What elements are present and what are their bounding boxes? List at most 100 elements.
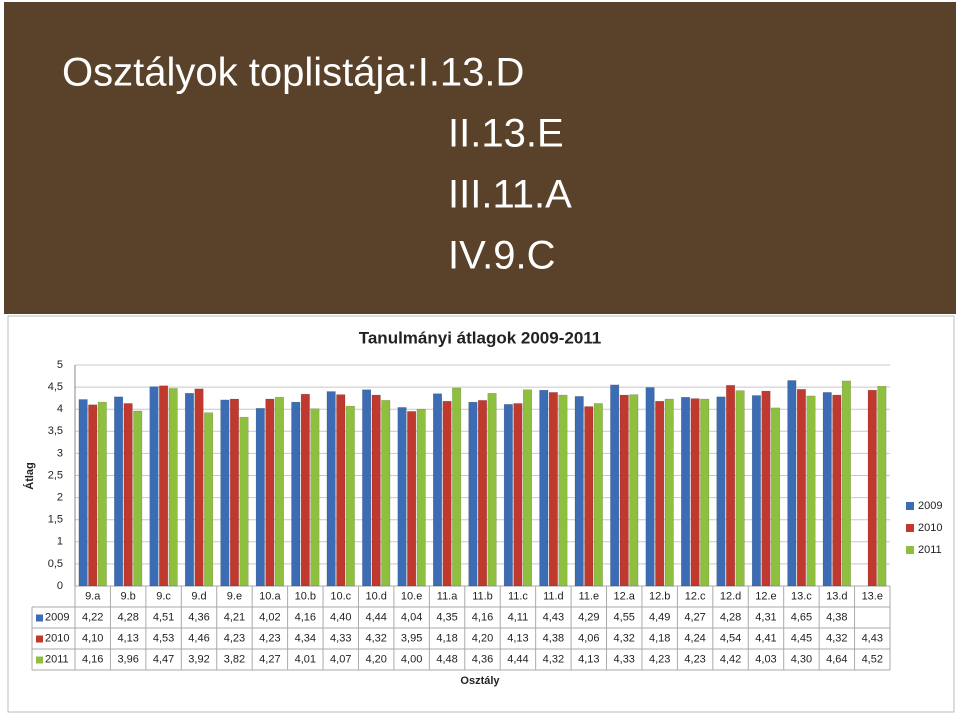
table-cell: 4,06 [578,632,599,644]
table-cell: 4,64 [826,653,847,665]
bar [345,405,355,587]
title-band [4,2,956,314]
table-cell: 4,03 [755,653,776,665]
bar [265,398,275,587]
table-cell: 4,23 [649,653,670,665]
x-tick-label: 9.e [227,590,242,602]
bar [664,398,674,587]
table-cell: 4,43 [862,632,883,644]
bar [629,394,639,587]
table-cell: 4,44 [365,611,386,623]
bar [397,407,407,587]
y-tick-label: 0,5 [48,558,63,570]
table-cell: 4,23 [684,653,705,665]
bar [558,394,568,587]
bar [787,380,797,587]
table-row-label: 2011 [45,653,69,665]
bar [771,407,781,587]
bar [822,392,832,587]
x-tick-label: 9.a [85,590,101,602]
table-cell: 4,49 [649,611,670,623]
x-tick-label: 13.c [791,590,812,602]
bar [655,400,665,587]
y-tick-label: 3,5 [48,425,63,437]
table-cell: 4,31 [755,611,776,623]
bar [796,389,806,587]
bar [78,399,88,587]
table-cell: 4,28 [117,611,138,623]
table-cell: 4,27 [259,653,280,665]
x-tick-label: 11.c [508,590,528,602]
x-tick-label: 9.c [156,590,171,602]
bar [407,411,417,587]
x-tick-label: 12.a [614,590,636,602]
x-tick-label: 11.d [543,590,564,602]
table-cell: 3,96 [117,653,138,665]
y-tick-label: 4,5 [48,381,63,393]
bar [468,401,478,587]
bar [300,393,310,587]
bar [610,384,620,587]
legend-swatch [906,524,914,532]
y-tick-label: 1,5 [48,514,63,526]
table-cell: 4,45 [791,632,812,644]
legend-label: 2011 [918,544,942,556]
bar [574,396,584,587]
table-row-label: 2010 [45,632,69,644]
table-cell: 3,82 [224,653,245,665]
table-cell: 3,92 [188,653,209,665]
bar [204,412,214,587]
x-tick-label: 12.b [649,590,670,602]
bar [841,380,851,587]
table-cell: 4,18 [649,632,670,644]
legend-label: 2010 [918,522,942,534]
bar [832,394,842,587]
legend-swatch [906,546,914,554]
bar [381,400,391,587]
table-cell: 4,44 [507,653,528,665]
bar [310,408,320,587]
y-tick-label: 5 [57,359,63,371]
table-cell: 4,43 [543,611,564,623]
table-cell: 4,35 [436,611,457,623]
bar [88,404,98,587]
x-tick-label: 11.b [472,590,493,602]
bar [336,394,346,587]
legend-key [36,656,43,664]
table-cell: 4,24 [684,632,705,644]
table-cell: 4,16 [472,611,493,623]
y-tick-label: 0 [57,580,63,592]
table-cell: 4,32 [614,632,635,644]
table-cell: 4,07 [330,653,351,665]
bar [584,406,594,587]
slide-title: II.13.E [448,112,564,156]
slide-title: III.11.A [448,173,572,217]
x-tick-label: 13.e [862,590,883,602]
y-tick-label: 4 [57,403,63,415]
table-cell: 4,10 [82,632,103,644]
bar [716,396,726,587]
table-cell: 4,52 [862,653,883,665]
bar [726,385,736,587]
bar [619,394,629,587]
table-cell: 4,30 [791,653,812,665]
x-tick-label: 9.b [121,590,136,602]
bar [690,398,700,587]
table-cell: 4,23 [259,632,280,644]
bar [123,403,133,587]
bar [548,392,558,587]
bar [149,386,159,587]
bar [291,401,301,587]
bar [255,408,265,587]
bar [416,408,426,587]
bar [700,398,710,587]
table-cell: 4,46 [188,632,209,644]
bar [362,389,372,587]
table-cell: 4,40 [330,611,351,623]
table-cell: 4,01 [295,653,316,665]
x-tick-label: 10.b [295,590,316,602]
table-cell: 4,33 [614,653,635,665]
bar [806,395,816,587]
bar [593,403,603,587]
